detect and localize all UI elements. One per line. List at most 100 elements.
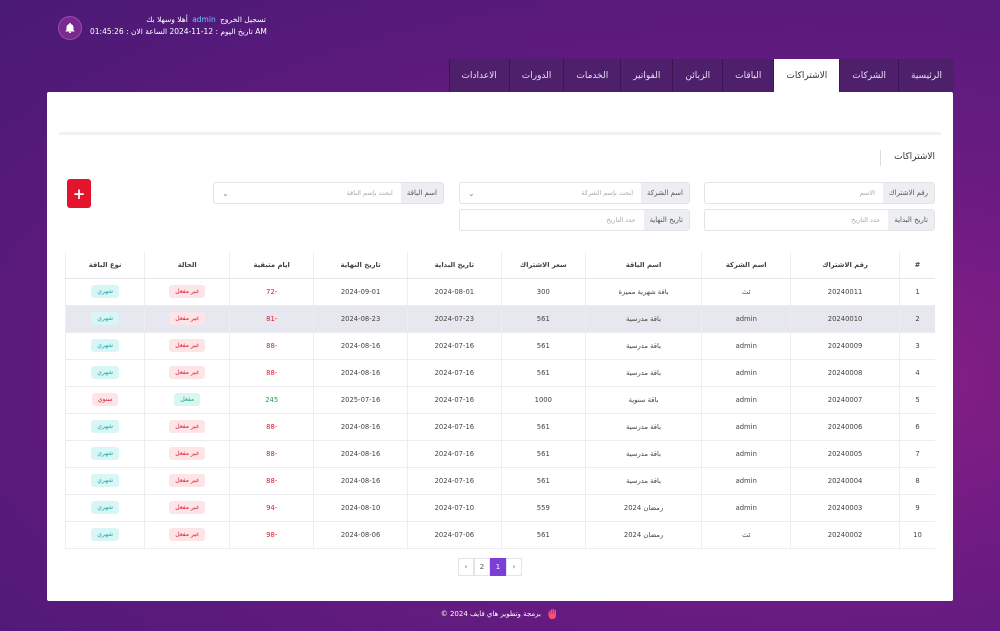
tab-5[interactable]: الفواتير [620, 59, 673, 92]
package-select[interactable]: اسم الباقة ⌄ ابحث بإسم الباقة [213, 182, 444, 204]
page-1-button[interactable]: 1 [490, 558, 506, 576]
table-cell: 20240003 [790, 494, 900, 522]
table-cell: 20240006 [790, 413, 900, 441]
start-date-input[interactable]: حدد التاريخ [851, 216, 881, 224]
table-cell: 2024-08-16 [313, 467, 408, 495]
user-link[interactable]: admin [192, 15, 216, 24]
package-type-badge: شهري [91, 339, 119, 352]
table-row[interactable]: 7 20240005 admin باقة مدرسية 561 2024-07-16 20… [64, 440, 935, 468]
table-cell: 2024-09-01 [313, 278, 408, 306]
logout-link[interactable]: تسجيل الخروج [220, 15, 266, 24]
tab-3[interactable]: الباقات [722, 59, 774, 92]
table-cell: 2024-07-06 [406, 521, 502, 549]
package-type-cell: سنوي [64, 386, 145, 414]
table-row[interactable]: 1 20240011 ثث باقة شهرية مميزة 300 2024-08-01… [64, 278, 935, 306]
card-top-strip [59, 132, 941, 135]
status-cell: غير مفعل [144, 278, 230, 306]
chevron-down-icon: ⌄ [222, 188, 229, 198]
status-cell: مفعل [144, 386, 230, 414]
table-cell: admin [701, 494, 791, 522]
package-type-cell: شهري [64, 332, 145, 360]
table-row[interactable]: 6 20240006 admin باقة مدرسية 561 2024-07-16 20… [64, 413, 935, 441]
table-cell: admin [701, 305, 791, 333]
table-cell: باقة مدرسية [584, 305, 702, 333]
package-input[interactable]: ⌄ ابحث بإسم الباقة [222, 188, 393, 198]
table-row[interactable]: 5 20240007 admin باقة سنوية 1000 2024-07-16 20… [64, 386, 935, 414]
table-cell: 2024-07-16 [406, 386, 502, 414]
table-cell: 2024-08-16 [313, 359, 408, 387]
table-row[interactable]: 3 20240009 admin باقة مدرسية 561 2024-07-16 20… [64, 332, 935, 360]
tab-4[interactable]: الزبائن [672, 59, 723, 92]
table-cell: 2024-08-10 [313, 494, 408, 522]
notifications-bell-icon[interactable] [58, 16, 82, 40]
footer-text: © 2024 برمجة وتطوير هاي فايف [440, 610, 541, 618]
table-cell: 7 [898, 440, 935, 468]
table-cell: 9 [898, 494, 935, 522]
pagination: ‹ 2 1 › [458, 558, 522, 576]
company-input[interactable]: ⌄ ابحث بإسم الشركة [468, 188, 634, 198]
column-header: رقم الاشتراك [790, 252, 900, 279]
remaining-days: -81 [229, 305, 314, 333]
package-type-cell: شهري [64, 467, 145, 495]
subscription-no-field[interactable]: رقم الاشتراك الاسم [704, 182, 935, 204]
package-type-cell: شهري [64, 413, 145, 441]
package-type-badge: شهري [91, 366, 119, 379]
pagination-prev-button[interactable]: ‹ [458, 558, 474, 576]
table-cell: 561 [500, 305, 586, 333]
tab-1[interactable]: الشركات [839, 59, 898, 92]
tab-7[interactable]: الدورات [508, 59, 564, 92]
package-type-badge: شهري [91, 420, 119, 433]
tab-8[interactable]: الاعدادات [448, 59, 509, 92]
start-date-label: تاريخ البداية [888, 210, 934, 230]
table-cell: 2024-07-16 [406, 413, 502, 441]
table-cell: 2025-07-16 [313, 386, 408, 414]
table-cell: 20240005 [790, 440, 900, 468]
table-cell: 2024-07-10 [406, 494, 502, 522]
table-cell: 2024-08-06 [313, 521, 408, 549]
remaining-days: -94 [229, 494, 314, 522]
subscription-no-input[interactable]: الاسم [859, 189, 875, 197]
table-row[interactable]: 10 20240002 ثث رمضان 2024 561 2024-07-06 2024-… [64, 521, 935, 549]
add-subscription-button[interactable]: + [67, 179, 91, 208]
end-date-field[interactable]: تاريخ النهاية حدد التاريخ [459, 209, 690, 231]
remaining-days: -88 [229, 332, 314, 360]
tab-2[interactable]: الاشتراكات [773, 59, 840, 92]
status-cell: غير مفعل [144, 305, 230, 333]
package-label: اسم الباقة [400, 183, 443, 203]
remaining-days: -72 [229, 278, 314, 306]
table-cell: admin [701, 386, 791, 414]
main-tabs: الرئيسية الشركات الاشتراكات الباقات الزبائن ا… [419, 59, 954, 92]
table-cell: 561 [500, 440, 586, 468]
table-cell: 20240010 [790, 305, 900, 333]
page-2-button[interactable]: 2 [474, 558, 490, 576]
column-header: تاريخ النهاية [313, 252, 408, 279]
table-cell: 20240004 [790, 467, 900, 495]
table-row[interactable]: 2 20240010 admin باقة مدرسية 561 2024-07-23 20… [64, 305, 935, 333]
status-badge: غير مفعل [169, 285, 206, 298]
table-cell: admin [701, 413, 791, 441]
column-header: اسم الباقة [584, 252, 702, 279]
company-label: اسم الشركة [641, 183, 689, 203]
table-cell: باقة مدرسية [584, 467, 702, 495]
pagination-next-button[interactable]: › [506, 558, 522, 576]
table-row[interactable]: 8 20240004 admin باقة مدرسية 561 2024-07-16 20… [64, 467, 935, 495]
table-cell: 561 [500, 332, 586, 360]
company-select[interactable]: اسم الشركة ⌄ ابحث بإسم الشركة [459, 182, 690, 204]
start-date-field[interactable]: تاريخ البداية حدد التاريخ [704, 209, 935, 231]
column-header: # [898, 252, 935, 279]
table-cell: رمضان 2024 [584, 521, 702, 549]
table-header-row: # رقم الاشتراك اسم الشركة اسم الباقة سعر الا… [64, 252, 935, 279]
table-cell: 4 [898, 359, 935, 387]
tab-6[interactable]: الخدمات [563, 59, 621, 92]
package-type-badge: شهري [91, 447, 119, 460]
tab-0[interactable]: الرئيسية [898, 59, 954, 92]
table-row[interactable]: 4 20240008 admin باقة مدرسية 561 2024-07-16 20… [64, 359, 935, 387]
table-cell: 559 [500, 494, 586, 522]
package-type-cell: شهري [64, 305, 145, 333]
table-cell: ثث [701, 278, 791, 306]
subscriptions-table: # رقم الاشتراك اسم الشركة اسم الباقة سعر الا… [64, 252, 935, 549]
end-date-input[interactable]: حدد التاريخ [606, 216, 636, 224]
status-badge: غير مفعل [169, 528, 206, 541]
table-cell: admin [701, 359, 791, 387]
table-row[interactable]: 9 20240003 admin رمضان 2024 559 2024-07-10 202… [64, 494, 935, 522]
